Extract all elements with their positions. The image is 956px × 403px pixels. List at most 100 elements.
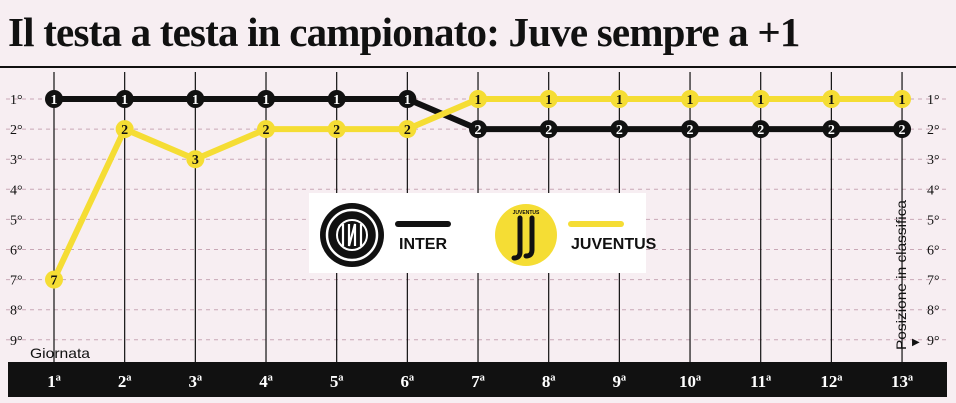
juventus-data-label: 2 bbox=[404, 123, 411, 138]
y-axis-label: Posizione in classifica bbox=[893, 200, 909, 350]
juventus-logo-j2 bbox=[523, 215, 535, 259]
juventus-logo: JUVENTUS bbox=[495, 204, 557, 266]
x-tick-label: 4ª bbox=[259, 372, 273, 391]
juventus-logo-j1 bbox=[511, 215, 523, 261]
y-tick-label-left: 3° bbox=[10, 153, 23, 168]
inter-point bbox=[681, 120, 700, 139]
x-tick-label: 5ª bbox=[330, 372, 344, 391]
inter-data-label: 2 bbox=[757, 123, 764, 138]
x-tick-label: 7ª bbox=[471, 372, 485, 391]
juventus-data-label: 2 bbox=[263, 123, 270, 138]
juventus-point bbox=[681, 90, 700, 108]
x-tick-label: 11ª bbox=[750, 372, 771, 391]
x-tick-label: 12ª bbox=[820, 372, 842, 391]
inter-logo-ring bbox=[325, 208, 379, 262]
x-tick-label: 13ª bbox=[891, 372, 913, 391]
x-tick-label: 3ª bbox=[189, 372, 203, 391]
juventus-point bbox=[610, 90, 629, 108]
legend-label-inter: INTER bbox=[399, 236, 447, 253]
y-tick-label-right: 3° bbox=[927, 153, 940, 168]
y-tick-label-left: 5° bbox=[10, 213, 23, 228]
y-tick-label-right: 5° bbox=[927, 213, 940, 228]
y-axis-arrow-icon: ▶ bbox=[912, 337, 920, 348]
inter-data-label: 2 bbox=[899, 123, 906, 138]
inter-data-label: 1 bbox=[121, 93, 128, 108]
juventus-data-label: 7 bbox=[51, 274, 58, 289]
y-tick-label-right: 4° bbox=[927, 183, 940, 198]
y-tick-label-left: 9° bbox=[10, 334, 23, 349]
inter-point bbox=[893, 120, 912, 139]
x-tick-label: 8ª bbox=[542, 372, 556, 391]
juventus-data-label: 2 bbox=[121, 123, 128, 138]
inter-point bbox=[115, 90, 134, 108]
y-tick-label-left: 8° bbox=[10, 304, 23, 319]
inter-logo bbox=[320, 203, 384, 267]
y-tick-label-left: 4° bbox=[10, 183, 23, 198]
juventus-point bbox=[398, 120, 417, 139]
juventus-data-label: 1 bbox=[899, 93, 906, 108]
y-tick-label-left: 6° bbox=[10, 244, 23, 259]
inter-data-label: 2 bbox=[616, 123, 623, 138]
inter-data-label: 2 bbox=[828, 123, 835, 138]
juventus-point bbox=[186, 150, 205, 169]
juventus-point bbox=[257, 120, 276, 139]
inter-logo-monogram bbox=[341, 223, 363, 247]
inter-data-label: 1 bbox=[333, 93, 340, 108]
juventus-point bbox=[751, 90, 770, 108]
y-tick-label-left: 7° bbox=[10, 274, 23, 289]
y-tick-label-right: 1° bbox=[927, 93, 940, 108]
y-tick-label-left: 2° bbox=[10, 123, 23, 138]
inter-point bbox=[751, 120, 770, 139]
y-tick-label-right: 8° bbox=[927, 304, 940, 319]
juventus-data-label: 1 bbox=[757, 93, 764, 108]
juventus-point bbox=[893, 90, 912, 108]
inter-data-label: 2 bbox=[545, 123, 552, 138]
inter-point bbox=[257, 90, 276, 108]
inter-point bbox=[822, 120, 841, 139]
inter-point bbox=[45, 90, 63, 108]
juventus-data-label: 1 bbox=[687, 93, 694, 108]
inter-point bbox=[539, 120, 558, 139]
inter-markers: 1 1 1 1 1 1 2 2 2 2 2 2 2 bbox=[45, 90, 912, 139]
legend-label-juventus: JUVENTUS bbox=[571, 236, 657, 253]
juventus-data-label: 1 bbox=[828, 93, 835, 108]
inter-logo-inner-ring bbox=[336, 219, 368, 251]
juventus-point bbox=[115, 120, 134, 139]
inter-point bbox=[398, 90, 417, 108]
juventus-data-label: 1 bbox=[475, 93, 482, 108]
inter-point bbox=[469, 120, 488, 139]
juventus-point bbox=[45, 270, 63, 289]
juventus-point bbox=[327, 120, 346, 139]
juventus-markers: 7 2 3 2 2 2 1 1 1 1 1 1 1 bbox=[45, 90, 912, 289]
x-axis-label: Giornata bbox=[30, 345, 90, 361]
x-tick-label: 6ª bbox=[401, 372, 415, 391]
juventus-point bbox=[469, 90, 488, 108]
juventus-point bbox=[539, 90, 558, 108]
x-axis-band bbox=[8, 362, 947, 397]
juventus-logo-disc bbox=[495, 204, 557, 266]
juventus-logo-text: JUVENTUS bbox=[513, 210, 540, 216]
juventus-data-label: 2 bbox=[333, 123, 340, 138]
inter-data-label: 1 bbox=[192, 93, 199, 108]
juventus-data-label: 1 bbox=[545, 93, 552, 108]
x-tick-label: 10ª bbox=[679, 372, 701, 391]
inter-data-label: 2 bbox=[475, 123, 482, 138]
x-tick-label: 2ª bbox=[118, 372, 132, 391]
juventus-data-label: 1 bbox=[616, 93, 623, 108]
inter-point bbox=[186, 90, 205, 108]
y-tick-label-left: 1° bbox=[10, 93, 23, 108]
inter-data-label: 1 bbox=[51, 93, 58, 108]
inter-data-label: 2 bbox=[687, 123, 694, 138]
juventus-point bbox=[822, 90, 841, 108]
y-tick-label-right: 2° bbox=[927, 123, 940, 138]
y-tick-label-right: 6° bbox=[927, 244, 940, 259]
juventus-data-label: 3 bbox=[192, 153, 199, 168]
inter-point bbox=[610, 120, 629, 139]
y-tick-label-right: 7° bbox=[927, 274, 940, 289]
inter-point bbox=[327, 90, 346, 108]
inter-data-label: 1 bbox=[263, 93, 270, 108]
inter-data-label: 1 bbox=[404, 93, 411, 108]
y-tick-label-right: 9° bbox=[927, 334, 940, 349]
